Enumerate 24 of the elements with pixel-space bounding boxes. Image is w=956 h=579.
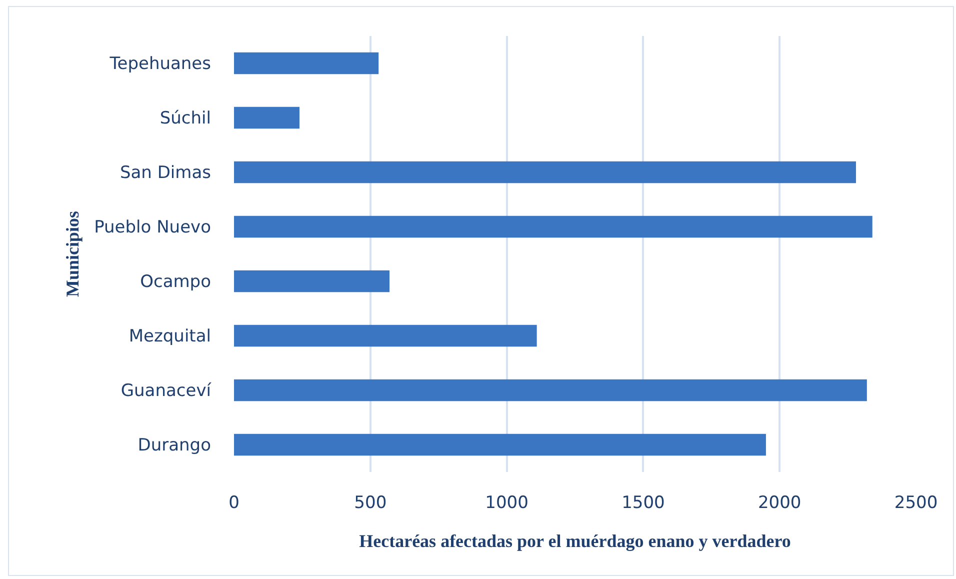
y-tick-label: San Dimas xyxy=(120,163,212,184)
x-axis-title: Hectaréas afectadas por el muérdago enano y verdadero xyxy=(359,531,791,552)
bar xyxy=(234,106,300,129)
y-tick-label: Mezquital xyxy=(128,326,211,347)
bar xyxy=(234,434,766,456)
bar xyxy=(234,161,856,184)
x-tick-label: 2000 xyxy=(758,493,802,513)
y-axis-title: Municipios xyxy=(62,210,82,298)
y-tick-label: Pueblo Nuevo xyxy=(94,218,211,238)
x-tick-label: 2500 xyxy=(894,493,938,513)
bar xyxy=(234,52,379,74)
y-tick-label: Durango xyxy=(138,436,211,456)
x-tick-label: 1500 xyxy=(622,493,665,513)
y-tick-label: Ocampo xyxy=(140,272,211,292)
x-tick-label: 500 xyxy=(354,493,387,513)
x-tick-label: 1000 xyxy=(485,493,528,513)
y-tick-label: Tepehuanes xyxy=(108,54,212,74)
x-tick-label: 0 xyxy=(228,493,240,513)
bar xyxy=(234,216,872,238)
y-tick-label: Guanaceví xyxy=(120,381,212,402)
bar xyxy=(234,324,537,347)
bar xyxy=(234,379,867,402)
bar xyxy=(234,270,390,292)
y-tick-label: Súchil xyxy=(160,108,211,129)
